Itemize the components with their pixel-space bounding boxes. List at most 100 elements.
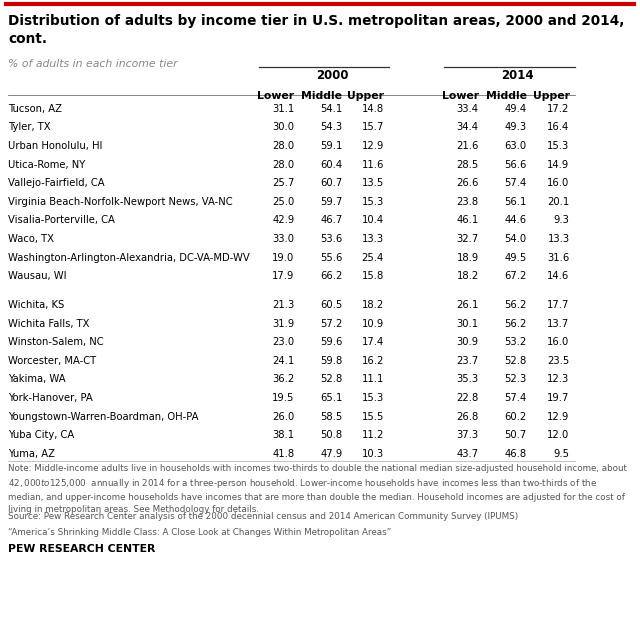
Text: 60.5: 60.5 (320, 300, 342, 310)
Text: 15.8: 15.8 (362, 271, 384, 281)
Text: 49.3: 49.3 (504, 122, 527, 133)
Text: 55.6: 55.6 (320, 253, 342, 263)
Text: Middle: Middle (486, 91, 527, 101)
Text: 28.0: 28.0 (272, 141, 294, 151)
Text: 2014: 2014 (502, 69, 534, 82)
Text: 44.6: 44.6 (504, 215, 527, 226)
Text: 11.1: 11.1 (362, 374, 384, 385)
Text: 31.1: 31.1 (272, 104, 294, 114)
Text: 14.9: 14.9 (547, 160, 570, 170)
Text: 57.2: 57.2 (320, 319, 342, 329)
Text: Lower: Lower (442, 91, 479, 101)
Text: 60.4: 60.4 (320, 160, 342, 170)
Text: 12.3: 12.3 (547, 374, 570, 385)
Text: Upper: Upper (532, 91, 570, 101)
Text: 16.0: 16.0 (547, 337, 570, 347)
Text: % of adults in each income tier: % of adults in each income tier (8, 59, 178, 69)
Text: 31.9: 31.9 (272, 319, 294, 329)
Text: 56.6: 56.6 (504, 160, 527, 170)
Text: Urban Honolulu, HI: Urban Honolulu, HI (8, 141, 102, 151)
Text: 31.6: 31.6 (547, 253, 570, 263)
Text: 26.0: 26.0 (272, 412, 294, 422)
Text: 14.6: 14.6 (547, 271, 570, 281)
Text: 52.8: 52.8 (320, 374, 342, 385)
Text: 26.8: 26.8 (456, 412, 479, 422)
Text: 21.6: 21.6 (456, 141, 479, 151)
Text: 60.7: 60.7 (320, 178, 342, 188)
Text: 30.9: 30.9 (456, 337, 479, 347)
Text: 24.1: 24.1 (272, 356, 294, 366)
Text: 25.0: 25.0 (272, 197, 294, 207)
Text: Wichita, KS: Wichita, KS (8, 300, 65, 310)
Text: 23.0: 23.0 (272, 337, 294, 347)
Text: York-Hanover, PA: York-Hanover, PA (8, 393, 93, 403)
Text: “America’s Shrinking Middle Class: A Close Look at Changes Within Metropolitan A: “America’s Shrinking Middle Class: A Clo… (8, 528, 392, 537)
Text: 13.3: 13.3 (547, 234, 570, 244)
Text: 23.5: 23.5 (547, 356, 570, 366)
Text: 42.9: 42.9 (272, 215, 294, 226)
Text: 59.7: 59.7 (320, 197, 342, 207)
Text: 60.2: 60.2 (504, 412, 527, 422)
Text: 32.7: 32.7 (456, 234, 479, 244)
Text: 33.0: 33.0 (273, 234, 294, 244)
Text: Yakima, WA: Yakima, WA (8, 374, 66, 385)
Text: 46.7: 46.7 (320, 215, 342, 226)
Text: 19.5: 19.5 (272, 393, 294, 403)
Text: 15.7: 15.7 (362, 122, 384, 133)
Text: 47.9: 47.9 (320, 449, 342, 459)
Text: 50.8: 50.8 (320, 430, 342, 440)
Text: Virginia Beach-Norfolk-Newport News, VA-NC: Virginia Beach-Norfolk-Newport News, VA-… (8, 197, 233, 207)
Text: 13.3: 13.3 (362, 234, 384, 244)
Text: 28.5: 28.5 (456, 160, 479, 170)
Text: 12.9: 12.9 (362, 141, 384, 151)
Text: Worcester, MA-CT: Worcester, MA-CT (8, 356, 97, 366)
Text: Utica-Rome, NY: Utica-Rome, NY (8, 160, 86, 170)
Text: 59.6: 59.6 (320, 337, 342, 347)
Text: 41.8: 41.8 (272, 449, 294, 459)
Text: 13.7: 13.7 (547, 319, 570, 329)
Text: 17.2: 17.2 (547, 104, 570, 114)
Text: 11.6: 11.6 (362, 160, 384, 170)
Text: 54.3: 54.3 (320, 122, 342, 133)
Text: 57.4: 57.4 (504, 178, 527, 188)
Text: Tucson, AZ: Tucson, AZ (8, 104, 62, 114)
Text: Note: Middle-income adults live in households with incomes two-thirds to double : Note: Middle-income adults live in house… (8, 464, 627, 515)
Text: 17.9: 17.9 (272, 271, 294, 281)
Text: Middle: Middle (301, 91, 342, 101)
Text: Yuba City, CA: Yuba City, CA (8, 430, 75, 440)
Text: 18.2: 18.2 (362, 300, 384, 310)
Text: 21.3: 21.3 (272, 300, 294, 310)
Text: 52.3: 52.3 (504, 374, 527, 385)
Text: 17.7: 17.7 (547, 300, 570, 310)
Text: 59.1: 59.1 (320, 141, 342, 151)
Text: 56.2: 56.2 (504, 300, 527, 310)
Text: 54.1: 54.1 (320, 104, 342, 114)
Text: 58.5: 58.5 (320, 412, 342, 422)
Text: 17.4: 17.4 (362, 337, 384, 347)
Text: 19.7: 19.7 (547, 393, 570, 403)
Text: 20.1: 20.1 (547, 197, 570, 207)
Text: 46.1: 46.1 (456, 215, 479, 226)
Text: 12.0: 12.0 (547, 430, 570, 440)
Text: 66.2: 66.2 (320, 271, 342, 281)
Text: 16.4: 16.4 (547, 122, 570, 133)
Text: Source: Pew Research Center analysis of the 2000 decennial census and 2014 Ameri: Source: Pew Research Center analysis of … (8, 512, 518, 521)
Text: 9.3: 9.3 (554, 215, 570, 226)
Text: Vallejo-Fairfield, CA: Vallejo-Fairfield, CA (8, 178, 105, 188)
Text: 67.2: 67.2 (504, 271, 527, 281)
Text: PEW RESEARCH CENTER: PEW RESEARCH CENTER (8, 544, 156, 554)
Text: 19.0: 19.0 (272, 253, 294, 263)
Text: 10.3: 10.3 (362, 449, 384, 459)
Text: 65.1: 65.1 (320, 393, 342, 403)
Text: 59.8: 59.8 (320, 356, 342, 366)
Text: 18.2: 18.2 (456, 271, 479, 281)
Text: Yuma, AZ: Yuma, AZ (8, 449, 55, 459)
Text: 63.0: 63.0 (504, 141, 527, 151)
Text: 49.4: 49.4 (504, 104, 527, 114)
Text: 15.3: 15.3 (362, 197, 384, 207)
Text: 2000: 2000 (317, 69, 349, 82)
Text: 26.1: 26.1 (456, 300, 479, 310)
Text: 52.8: 52.8 (504, 356, 527, 366)
Text: 36.2: 36.2 (272, 374, 294, 385)
Text: 10.4: 10.4 (362, 215, 384, 226)
